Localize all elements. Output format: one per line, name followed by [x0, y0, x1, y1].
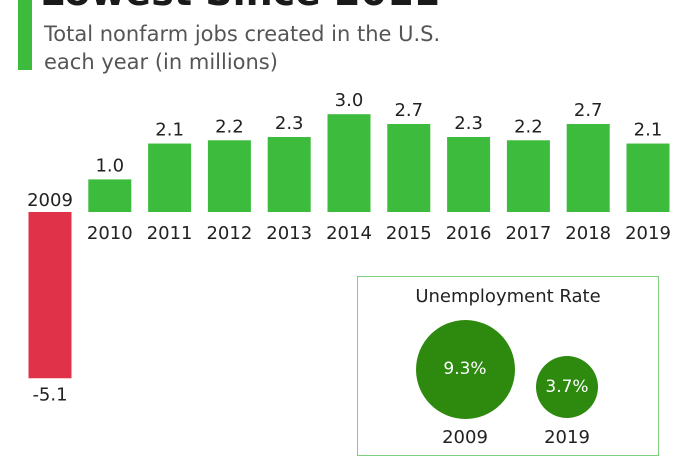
unemployment-inset: Unemployment Rate 9.3% 2009 3.7% 2019 [357, 276, 659, 456]
data-label: 2.2 [514, 116, 543, 137]
tick-label: 2015 [386, 223, 432, 244]
data-label: 3.0 [335, 90, 364, 111]
bar-2015 [387, 123, 431, 212]
data-label: 1.0 [95, 155, 124, 176]
headline: Lowest Since 2011 [40, 0, 440, 14]
tick-label: 2010 [87, 223, 133, 244]
tick-label: 2012 [206, 223, 252, 244]
tick-label: 2016 [446, 223, 492, 244]
tick-label: 2014 [326, 223, 372, 244]
bar-2013 [267, 137, 311, 212]
tick-label: 2009 [27, 190, 73, 211]
unemployment-bubble-2019: 3.7% [535, 356, 599, 419]
tick-label: 2011 [147, 223, 193, 244]
accent-bar [18, 0, 32, 70]
data-label: 2.3 [275, 113, 304, 134]
bar-2009 [28, 212, 72, 379]
bubble-label: 3.7% [545, 377, 589, 398]
bubble-year-2009: 2009 [442, 427, 488, 448]
bar-2014 [327, 114, 371, 212]
bubble-label: 9.3% [443, 359, 487, 379]
tick-label: 2019 [625, 223, 671, 244]
bar-2019 [626, 143, 670, 212]
bar-2016 [447, 137, 491, 212]
bar-2011 [148, 143, 192, 212]
data-label: 2.7 [574, 100, 603, 121]
bubble-year-2019: 2019 [544, 427, 590, 448]
data-label: -5.1 [32, 384, 67, 405]
tick-label: 2013 [266, 223, 312, 244]
data-label: 2.3 [454, 113, 483, 134]
unemployment-bubble-2009: 9.3% [415, 319, 515, 419]
data-label: 2.7 [394, 100, 423, 121]
bar-2012 [207, 140, 251, 212]
chart-subtitle: Total nonfarm jobs created in the U.S. e… [44, 22, 441, 74]
bar-2017 [506, 140, 550, 212]
inset-title: Unemployment Rate [415, 286, 601, 307]
bar-2018 [566, 123, 610, 212]
tick-label: 2018 [565, 223, 611, 244]
data-label: 2.1 [634, 120, 663, 141]
tick-label: 2017 [505, 223, 551, 244]
data-label: 2.2 [215, 116, 244, 137]
bar-2010 [88, 179, 132, 212]
data-label: 2.1 [155, 120, 184, 141]
